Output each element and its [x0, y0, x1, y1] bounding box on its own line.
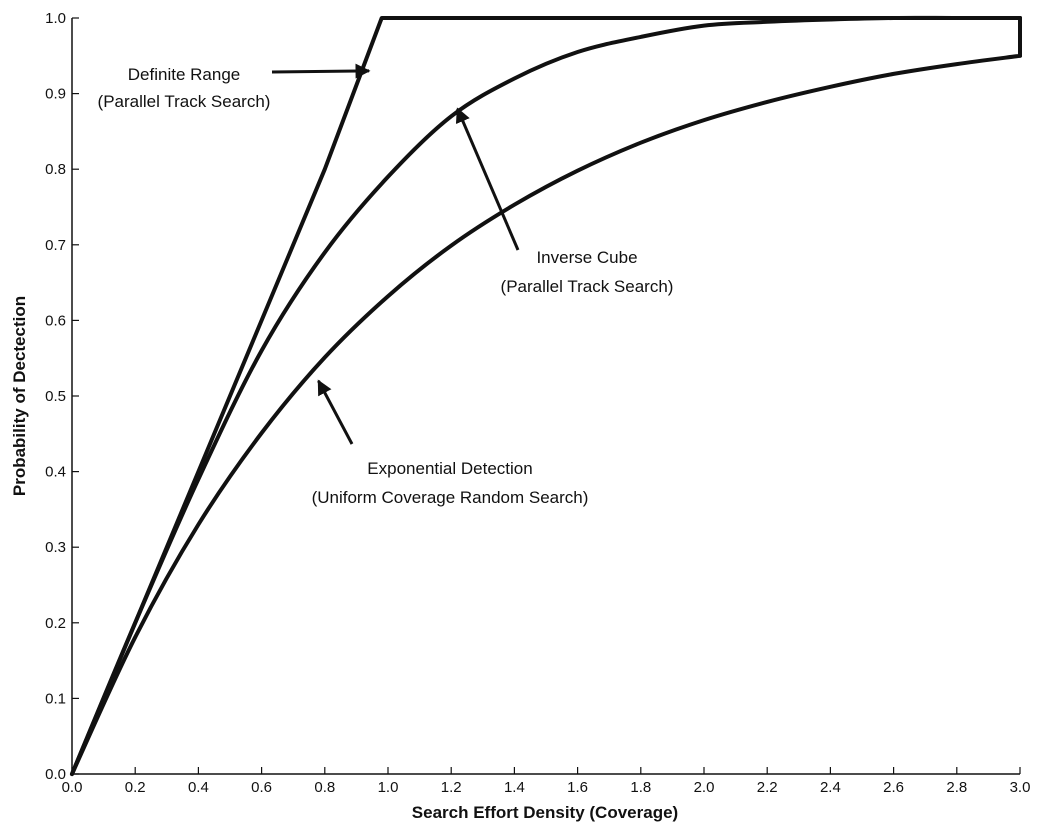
inverse-annotation-arrow [455, 107, 520, 251]
y-tick-label: 0.5 [45, 388, 66, 405]
series-curves [70, 15, 1022, 776]
y-axis-ticks: 0.0 0.1 0.2 0.3 0.4 0.5 0.6 0.7 0.8 0.9 1.0 [45, 10, 79, 783]
x-tick-label: 1.0 [378, 779, 399, 796]
x-tick-label: 0.6 [251, 779, 272, 796]
definite-range-curve [70, 16, 1022, 776]
y-tick-label: 1.0 [45, 10, 66, 27]
y-tick-label: 0.1 [45, 690, 66, 707]
y-tick-label: 0.7 [45, 237, 66, 254]
exponential-detection-curve [70, 53, 1022, 776]
x-tick-label: 3.0 [1010, 779, 1031, 796]
x-axis-title: Search Effort Density (Coverage) [412, 803, 678, 822]
x-tick-label: 2.2 [757, 779, 778, 796]
definite-annotation-arrow [271, 63, 371, 79]
y-axis-title: Probability of Dectection [10, 296, 29, 496]
x-tick-label: 1.6 [567, 779, 588, 796]
y-tick-label: 0.9 [45, 86, 66, 103]
axes [71, 18, 1020, 775]
x-tick-label: 1.4 [504, 779, 525, 796]
y-tick-label: 0.8 [45, 161, 66, 178]
x-tick-label: 2.4 [820, 779, 841, 796]
y-tick-label: 0.6 [45, 312, 66, 329]
x-tick-label: 2.8 [946, 779, 967, 796]
x-tick-label: 1.8 [630, 779, 651, 796]
x-tick-label: 0.2 [125, 779, 146, 796]
x-tick-label: 2.6 [883, 779, 904, 796]
exponential-annotation-line-1: Exponential Detection [367, 459, 532, 478]
exponential-annotation-arrow [317, 379, 354, 445]
exponential-annotation-line-2: (Uniform Coverage Random Search) [312, 488, 589, 507]
inverse-annotation-line-2: (Parallel Track Search) [501, 277, 674, 296]
y-tick-label: 0.3 [45, 539, 66, 556]
y-tick-label: 0.4 [45, 464, 66, 481]
x-tick-label: 1.2 [441, 779, 462, 796]
x-axis-ticks: 0.0 0.2 0.4 0.6 0.8 1.0 1.2 1.4 1.6 1.8 2.0 2.2 2.4 2… [62, 767, 1031, 796]
inverse-annotation-line-1: Inverse Cube [536, 248, 637, 267]
y-tick-label: 0.0 [45, 766, 66, 783]
x-tick-label: 0.0 [62, 779, 83, 796]
x-tick-label: 0.4 [188, 779, 209, 796]
definite-annotation-line-2: (Parallel Track Search) [98, 92, 271, 111]
y-tick-label: 0.2 [45, 615, 66, 632]
x-tick-label: 0.8 [314, 779, 335, 796]
x-tick-label: 2.0 [694, 779, 715, 796]
definite-annotation-line-1: Definite Range [128, 65, 240, 84]
inverse-cube-curve [70, 15, 1022, 776]
annotations: Definite Range (Parallel Track Search) Inv… [98, 63, 674, 507]
